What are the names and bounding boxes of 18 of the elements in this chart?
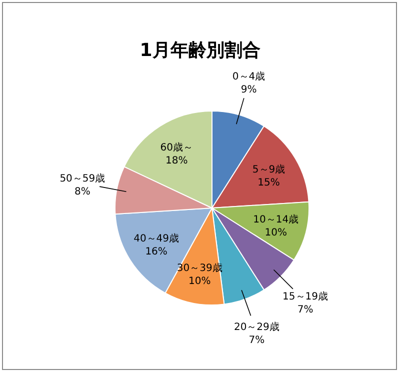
slice-label: 0～4歳 — [232, 70, 266, 82]
data-label: 16% — [145, 246, 168, 258]
slice-label: 10～14歳 — [253, 213, 299, 226]
slice-label: 40～49歳 — [134, 232, 180, 244]
data-label: 15% — [258, 177, 280, 188]
data-label: 8% — [74, 186, 90, 198]
data-label: 10% — [264, 227, 288, 238]
data-label: 18% — [166, 155, 188, 166]
slice-label: 20～29歳 — [234, 321, 280, 334]
data-label: 10% — [188, 276, 211, 287]
slice-label: 15～19歳 — [282, 290, 328, 302]
chart-title: 1月年齢別割合 — [140, 40, 260, 61]
data-label: 9% — [240, 84, 257, 96]
data-label: 7% — [297, 304, 314, 316]
data-label: 7% — [248, 335, 265, 346]
slice-label: 60歳～ — [160, 141, 194, 154]
slice-label: 50～59歳 — [60, 172, 106, 184]
slice-label: 5～9歳 — [252, 163, 286, 176]
